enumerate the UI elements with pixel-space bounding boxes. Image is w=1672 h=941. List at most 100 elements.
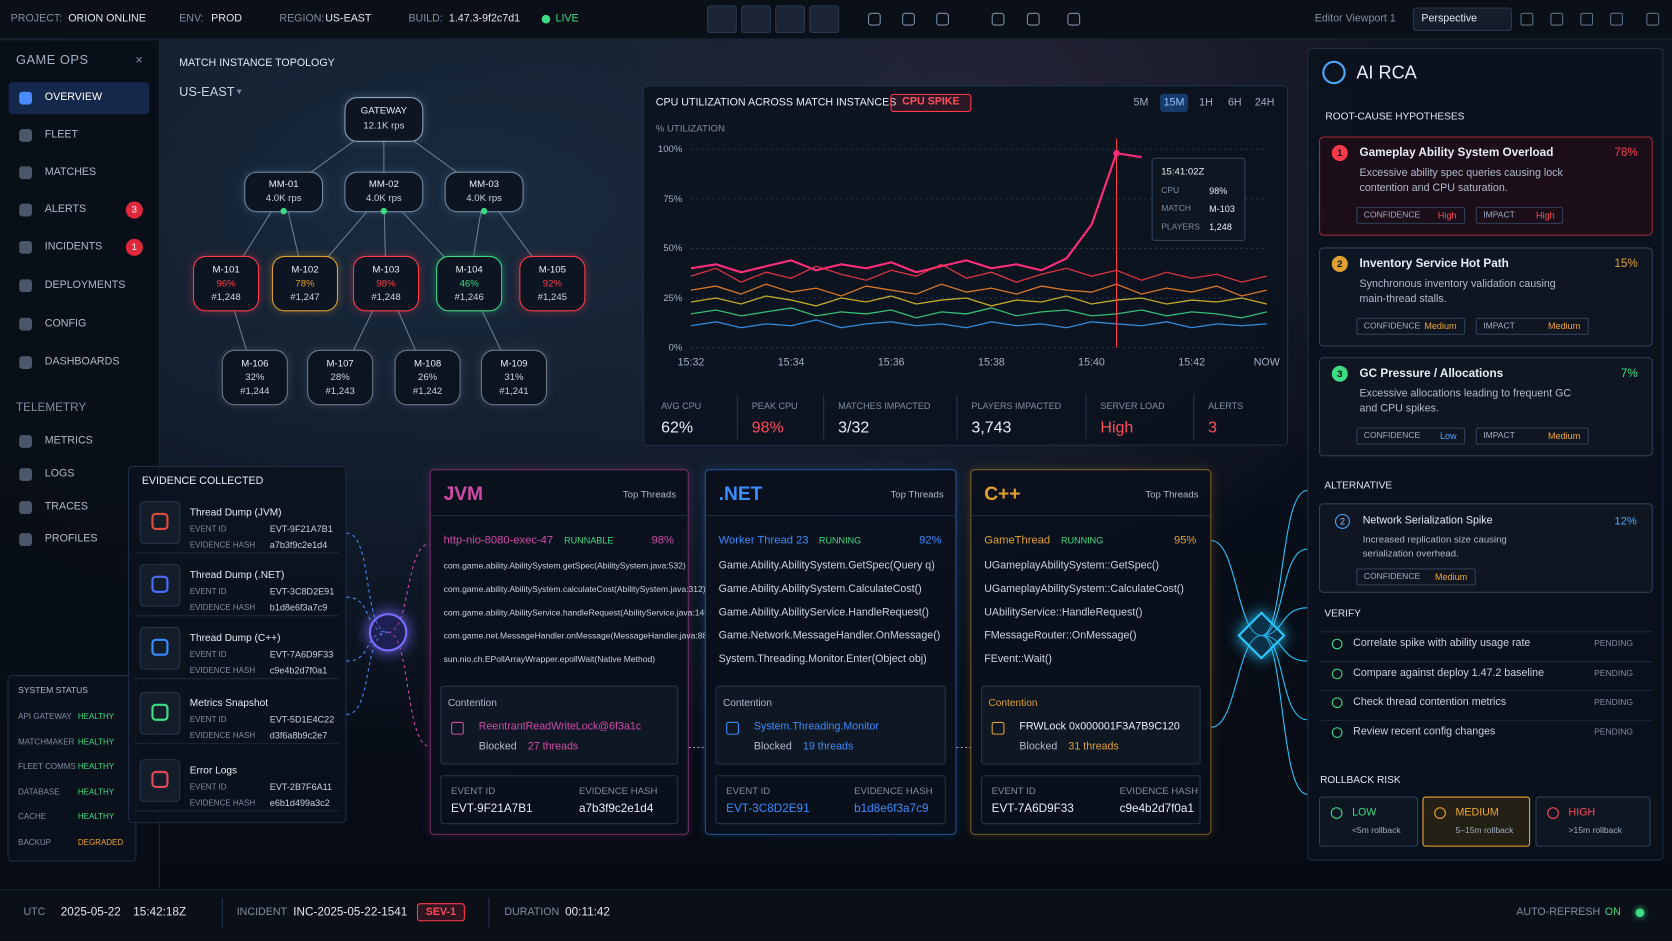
node-name: GATEWAY — [360, 105, 407, 116]
verify-text[interactable]: Review recent config changes — [1353, 725, 1496, 738]
verify-icon — [1331, 726, 1343, 738]
chip-label: IMPACT — [1483, 320, 1515, 331]
label: REGION: — [279, 12, 325, 25]
window-icon[interactable] — [1550, 12, 1564, 26]
node-players: #1,242 — [412, 385, 443, 397]
verify-status: PENDING — [1594, 697, 1633, 707]
rollback-icon — [1434, 807, 1446, 819]
node-cpu: 96% — [216, 277, 236, 289]
stat-label: PEAK CPU — [751, 400, 798, 412]
rollback-level: LOW — [1352, 807, 1377, 819]
verify-text[interactable]: Correlate spike with ability usage rate — [1353, 637, 1531, 650]
window-icon[interactable] — [1646, 12, 1660, 26]
x-tick-label: NOW — [1253, 357, 1280, 369]
toolbar-icon[interactable] — [991, 12, 1005, 26]
caret: ▾ — [236, 85, 242, 97]
node-name: M-108 — [413, 357, 442, 369]
node-name: MM-02 — [368, 178, 399, 190]
event-box — [980, 775, 1201, 825]
auto-refresh-state[interactable]: ON — [1604, 906, 1621, 919]
hypothesis-desc: Excessive allocations leading to frequen… — [1359, 388, 1572, 415]
instance-node — [193, 255, 260, 312]
connector — [1211, 634, 1262, 728]
rollback-option[interactable] — [1535, 796, 1651, 847]
window-icon[interactable] — [1520, 12, 1534, 26]
toolbar-button[interactable] — [706, 5, 737, 34]
window-icon[interactable] — [1610, 12, 1623, 26]
toolbar-icon[interactable] — [902, 12, 915, 26]
thread-name: Worker Thread 23 — [718, 533, 809, 547]
rollback-detail: 5–15m rollback — [1455, 825, 1514, 835]
thread-panel — [704, 469, 957, 835]
nav-item[interactable]: DASHBOARDS — [44, 356, 120, 368]
node-rps: 4.0K rps — [365, 192, 402, 204]
rank: 3 — [1337, 367, 1343, 379]
region-select[interactable]: US-EAST — [179, 84, 235, 100]
evidence-glyph — [151, 512, 169, 530]
nav-item[interactable]: METRICS — [44, 435, 93, 447]
node-cpu: 98% — [376, 277, 396, 289]
toolbar-button[interactable] — [809, 5, 840, 34]
evidence-label: EVIDENCE HASH — [189, 539, 256, 550]
stat-value: 3 — [1208, 418, 1218, 437]
thread-state: RUNNABLE — [564, 535, 614, 546]
nav-item[interactable]: FLEET — [44, 129, 78, 141]
series-line — [690, 307, 1267, 319]
window-icon[interactable] — [1580, 12, 1594, 26]
nav-icon — [19, 279, 32, 293]
nav-item[interactable]: LOGS — [44, 468, 75, 480]
nav-item[interactable]: DEPLOYMENTS — [44, 279, 126, 292]
lock-icon — [991, 721, 1005, 735]
evidence-hash: b1d8e6f3a7c9 — [854, 802, 929, 816]
nav-item[interactable]: TRACES — [44, 501, 89, 513]
project: ORION ONLINE — [68, 12, 146, 25]
x-tick-label: 15:42 — [1178, 357, 1206, 369]
toolbar-icon[interactable] — [1067, 12, 1081, 26]
toolbar-icon[interactable] — [1026, 12, 1040, 26]
chip-label: IMPACT — [1483, 430, 1515, 441]
duration: 00:11:42 — [565, 905, 610, 919]
rollback-option[interactable] — [1319, 796, 1419, 847]
live-dot — [541, 14, 551, 24]
evidence-label: EVENT ID — [189, 781, 227, 792]
event-label: EVIDENCE HASH — [1119, 785, 1199, 796]
toolbar-icon[interactable] — [867, 12, 881, 26]
toolbar-button[interactable] — [775, 5, 806, 34]
nav-icon — [19, 435, 32, 448]
instance-node — [394, 349, 461, 406]
hypothesis-card — [1319, 247, 1653, 347]
evidence-item — [134, 754, 340, 812]
lock-name: ReentrantReadWriteLock@6f3a1c — [478, 720, 642, 733]
evidence-id: EVT-9F21A7B1 — [269, 523, 333, 534]
rank-badge — [1335, 513, 1350, 529]
node-name: M-105 — [538, 263, 566, 275]
rollback-option[interactable] — [1422, 796, 1531, 847]
toolbar-icon[interactable] — [936, 12, 950, 26]
hypothesis-pct: 15% — [1614, 257, 1638, 271]
lock-name: FRWLock 0x000001F3A7B9C120 — [1019, 720, 1180, 733]
verify-text[interactable]: Compare against deploy 1.47.2 baseline — [1353, 666, 1545, 679]
verify-text[interactable]: Check thread contention metrics — [1353, 696, 1507, 709]
evidence-label: EVENT ID — [189, 523, 227, 534]
nav-item[interactable]: CONFIG — [44, 317, 87, 330]
rank-badge — [1331, 145, 1348, 162]
view-mode-dropdown[interactable] — [1412, 7, 1513, 31]
evidence-title: Thread Dump (JVM) — [189, 506, 282, 519]
divider — [956, 394, 958, 440]
nav-item[interactable]: OVERVIEW — [44, 91, 103, 104]
label: UTC — [23, 906, 46, 919]
contention-box — [980, 685, 1201, 765]
evidence-icon — [139, 626, 181, 670]
evidence-glyph — [151, 703, 169, 721]
nav-item[interactable]: INCIDENTS — [44, 240, 103, 253]
alternative-title: Network Serialization Spike — [1362, 515, 1493, 527]
toolbar-button[interactable] — [741, 5, 771, 34]
chip-value: Low — [1439, 430, 1457, 442]
nav-item[interactable]: PROFILES — [44, 533, 98, 545]
manager-node — [444, 171, 524, 213]
close-icon[interactable]: × — [135, 52, 143, 68]
lock-icon — [451, 721, 464, 735]
nav-item[interactable]: ALERTS — [44, 203, 87, 216]
nav-item[interactable]: MATCHES — [44, 166, 97, 179]
series-line — [690, 295, 1267, 307]
